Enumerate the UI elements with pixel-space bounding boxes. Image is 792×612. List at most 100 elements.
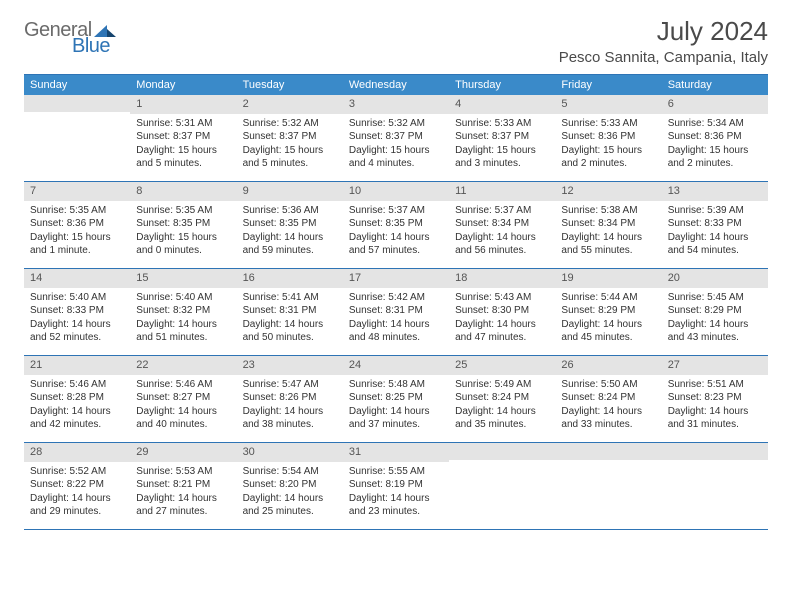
day-detail-line: and 0 minutes. <box>136 244 230 258</box>
day-detail-line: Sunrise: 5:53 AM <box>136 465 230 479</box>
day-detail-line: and 4 minutes. <box>349 157 443 171</box>
day-details: Sunrise: 5:47 AMSunset: 8:26 PMDaylight:… <box>237 378 343 432</box>
day-details: Sunrise: 5:40 AMSunset: 8:32 PMDaylight:… <box>130 291 236 345</box>
day-detail-line: Sunrise: 5:52 AM <box>30 465 124 479</box>
day-detail-line: Daylight: 14 hours <box>243 492 337 506</box>
day-detail-line: and 31 minutes. <box>668 418 762 432</box>
day-cell: 16Sunrise: 5:41 AMSunset: 8:31 PMDayligh… <box>237 269 343 355</box>
week-row: 28Sunrise: 5:52 AMSunset: 8:22 PMDayligh… <box>24 443 768 530</box>
day-detail-line: and 55 minutes. <box>561 244 655 258</box>
day-detail-line: Daylight: 14 hours <box>136 318 230 332</box>
day-cell: 31Sunrise: 5:55 AMSunset: 8:19 PMDayligh… <box>343 443 449 529</box>
day-detail-line: and 37 minutes. <box>349 418 443 432</box>
day-detail-line: Sunrise: 5:33 AM <box>455 117 549 131</box>
day-cell: 14Sunrise: 5:40 AMSunset: 8:33 PMDayligh… <box>24 269 130 355</box>
day-detail-line: Daylight: 14 hours <box>349 231 443 245</box>
day-detail-line: Sunset: 8:31 PM <box>243 304 337 318</box>
day-cell: 5Sunrise: 5:33 AMSunset: 8:36 PMDaylight… <box>555 95 661 181</box>
day-cell: 13Sunrise: 5:39 AMSunset: 8:33 PMDayligh… <box>662 182 768 268</box>
day-detail-line: and 57 minutes. <box>349 244 443 258</box>
day-number: 24 <box>343 356 449 375</box>
day-detail-line: Daylight: 14 hours <box>561 405 655 419</box>
day-cell: 23Sunrise: 5:47 AMSunset: 8:26 PMDayligh… <box>237 356 343 442</box>
day-number: 10 <box>343 182 449 201</box>
day-number: 16 <box>237 269 343 288</box>
day-detail-line: Sunset: 8:24 PM <box>455 391 549 405</box>
day-detail-line: Sunrise: 5:40 AM <box>136 291 230 305</box>
day-detail-line: Sunset: 8:37 PM <box>136 130 230 144</box>
day-detail-line: Daylight: 15 hours <box>561 144 655 158</box>
day-detail-line: Sunrise: 5:41 AM <box>243 291 337 305</box>
weekday-friday: Friday <box>555 75 661 95</box>
day-detail-line: and 54 minutes. <box>668 244 762 258</box>
day-detail-line: Sunrise: 5:33 AM <box>561 117 655 131</box>
day-detail-line: Sunset: 8:29 PM <box>668 304 762 318</box>
day-details: Sunrise: 5:36 AMSunset: 8:35 PMDaylight:… <box>237 204 343 258</box>
day-detail-line: Sunrise: 5:35 AM <box>30 204 124 218</box>
day-detail-line: Daylight: 14 hours <box>136 405 230 419</box>
day-details: Sunrise: 5:32 AMSunset: 8:37 PMDaylight:… <box>343 117 449 171</box>
day-number: 27 <box>662 356 768 375</box>
day-cell: 15Sunrise: 5:40 AMSunset: 8:32 PMDayligh… <box>130 269 236 355</box>
day-details: Sunrise: 5:38 AMSunset: 8:34 PMDaylight:… <box>555 204 661 258</box>
day-cell: 3Sunrise: 5:32 AMSunset: 8:37 PMDaylight… <box>343 95 449 181</box>
day-cell: 30Sunrise: 5:54 AMSunset: 8:20 PMDayligh… <box>237 443 343 529</box>
day-details: Sunrise: 5:32 AMSunset: 8:37 PMDaylight:… <box>237 117 343 171</box>
day-cell: 1Sunrise: 5:31 AMSunset: 8:37 PMDaylight… <box>130 95 236 181</box>
day-detail-line: Sunset: 8:23 PM <box>668 391 762 405</box>
day-number: 28 <box>24 443 130 462</box>
day-detail-line: and 50 minutes. <box>243 331 337 345</box>
day-details: Sunrise: 5:46 AMSunset: 8:27 PMDaylight:… <box>130 378 236 432</box>
day-detail-line: Sunset: 8:20 PM <box>243 478 337 492</box>
day-detail-line: and 23 minutes. <box>349 505 443 519</box>
weekday-header-row: SundayMondayTuesdayWednesdayThursdayFrid… <box>24 75 768 95</box>
day-details: Sunrise: 5:43 AMSunset: 8:30 PMDaylight:… <box>449 291 555 345</box>
calendar-page: GeneralBlue July 2024 Pesco Sannita, Cam… <box>0 0 792 546</box>
day-details: Sunrise: 5:42 AMSunset: 8:31 PMDaylight:… <box>343 291 449 345</box>
day-cell <box>555 443 661 529</box>
day-detail-line: and 43 minutes. <box>668 331 762 345</box>
calendar-grid: SundayMondayTuesdayWednesdayThursdayFrid… <box>24 74 768 530</box>
title-block: July 2024 Pesco Sannita, Campania, Italy <box>559 16 768 66</box>
week-row: 7Sunrise: 5:35 AMSunset: 8:36 PMDaylight… <box>24 182 768 269</box>
day-detail-line: and 52 minutes. <box>30 331 124 345</box>
day-detail-line: and 2 minutes. <box>668 157 762 171</box>
day-detail-line: Sunrise: 5:34 AM <box>668 117 762 131</box>
day-number: 17 <box>343 269 449 288</box>
day-detail-line: Sunset: 8:37 PM <box>243 130 337 144</box>
day-detail-line: and 51 minutes. <box>136 331 230 345</box>
day-cell: 11Sunrise: 5:37 AMSunset: 8:34 PMDayligh… <box>449 182 555 268</box>
weekday-saturday: Saturday <box>662 75 768 95</box>
day-detail-line: and 38 minutes. <box>243 418 337 432</box>
day-number: 30 <box>237 443 343 462</box>
logo: GeneralBlue <box>24 16 116 56</box>
weekday-thursday: Thursday <box>449 75 555 95</box>
day-detail-line: Sunrise: 5:47 AM <box>243 378 337 392</box>
day-cell <box>662 443 768 529</box>
day-number: 25 <box>449 356 555 375</box>
day-detail-line: and 2 minutes. <box>561 157 655 171</box>
day-detail-line: Sunset: 8:37 PM <box>455 130 549 144</box>
day-detail-line: Daylight: 15 hours <box>136 231 230 245</box>
day-detail-line: Daylight: 14 hours <box>349 405 443 419</box>
day-detail-line: and 27 minutes. <box>136 505 230 519</box>
day-detail-line: Sunset: 8:33 PM <box>30 304 124 318</box>
weeks-container: 1Sunrise: 5:31 AMSunset: 8:37 PMDaylight… <box>24 95 768 530</box>
day-detail-line: Sunset: 8:29 PM <box>561 304 655 318</box>
day-detail-line: Sunset: 8:26 PM <box>243 391 337 405</box>
day-detail-line: Sunrise: 5:46 AM <box>30 378 124 392</box>
day-number <box>24 95 130 112</box>
day-detail-line: Daylight: 14 hours <box>243 405 337 419</box>
day-number <box>555 443 661 460</box>
day-details: Sunrise: 5:35 AMSunset: 8:36 PMDaylight:… <box>24 204 130 258</box>
day-details: Sunrise: 5:33 AMSunset: 8:36 PMDaylight:… <box>555 117 661 171</box>
day-detail-line: Daylight: 14 hours <box>30 492 124 506</box>
day-number: 21 <box>24 356 130 375</box>
day-detail-line: Daylight: 14 hours <box>349 492 443 506</box>
day-details: Sunrise: 5:37 AMSunset: 8:35 PMDaylight:… <box>343 204 449 258</box>
day-cell: 22Sunrise: 5:46 AMSunset: 8:27 PMDayligh… <box>130 356 236 442</box>
day-detail-line: Sunrise: 5:48 AM <box>349 378 443 392</box>
day-cell: 27Sunrise: 5:51 AMSunset: 8:23 PMDayligh… <box>662 356 768 442</box>
day-detail-line: and 48 minutes. <box>349 331 443 345</box>
day-detail-line: Sunrise: 5:36 AM <box>243 204 337 218</box>
